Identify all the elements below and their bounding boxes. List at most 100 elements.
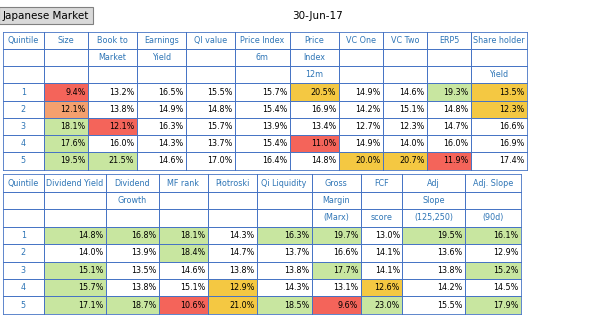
Bar [383, 118, 427, 135]
Bar [311, 192, 361, 209]
Bar [427, 49, 471, 66]
Bar [403, 244, 465, 262]
Bar [361, 296, 403, 314]
Bar [427, 101, 471, 118]
Bar [471, 49, 527, 66]
Text: 12.9%: 12.9% [229, 283, 254, 292]
Text: 20.7%: 20.7% [399, 157, 424, 165]
Bar [137, 101, 185, 118]
Bar [106, 174, 159, 192]
Text: score: score [371, 213, 392, 223]
Bar [88, 135, 137, 152]
Bar [465, 296, 521, 314]
Text: 4: 4 [21, 139, 26, 148]
Bar [257, 296, 311, 314]
Bar [3, 244, 44, 262]
Text: Quintile: Quintile [8, 178, 39, 188]
Bar [44, 152, 88, 170]
Text: 16.0%: 16.0% [443, 139, 469, 148]
Text: 14.6%: 14.6% [180, 266, 205, 275]
Bar [106, 296, 159, 314]
Text: 13.2%: 13.2% [109, 87, 134, 97]
Text: 3: 3 [21, 266, 26, 275]
Text: 19.7%: 19.7% [333, 231, 358, 240]
Text: 12.1%: 12.1% [60, 105, 85, 114]
Bar [208, 244, 257, 262]
Text: 11.9%: 11.9% [443, 157, 469, 165]
Bar [137, 32, 185, 49]
Bar [257, 209, 311, 227]
Bar [88, 66, 137, 83]
Bar [311, 209, 361, 227]
Bar [44, 174, 106, 192]
Bar [471, 118, 527, 135]
Text: 14.3%: 14.3% [229, 231, 254, 240]
Text: 1: 1 [21, 231, 26, 240]
Text: 13.8%: 13.8% [437, 266, 463, 275]
Bar [257, 227, 311, 244]
Text: 14.8%: 14.8% [443, 105, 469, 114]
Text: Price: Price [304, 36, 324, 45]
Text: 18.1%: 18.1% [180, 231, 205, 240]
Text: 13.1%: 13.1% [333, 283, 358, 292]
Bar [403, 262, 465, 279]
Bar [290, 118, 338, 135]
Text: 17.4%: 17.4% [499, 157, 525, 165]
Bar [185, 101, 235, 118]
Text: 13.0%: 13.0% [375, 231, 400, 240]
Bar [465, 262, 521, 279]
Text: 14.8%: 14.8% [207, 105, 232, 114]
Bar [3, 174, 44, 192]
Bar [88, 32, 137, 49]
Text: 14.7%: 14.7% [443, 122, 469, 131]
Bar [290, 101, 338, 118]
Bar [235, 49, 290, 66]
Text: 13.5%: 13.5% [131, 266, 157, 275]
Bar [208, 279, 257, 296]
Text: Japanese Market: Japanese Market [3, 11, 89, 21]
Text: 14.1%: 14.1% [375, 266, 400, 275]
Text: 14.7%: 14.7% [229, 248, 254, 257]
Bar [208, 296, 257, 314]
Bar [106, 227, 159, 244]
Text: 19.5%: 19.5% [437, 231, 463, 240]
Bar [44, 32, 88, 49]
Text: 30-Jun-17: 30-Jun-17 [293, 11, 343, 21]
Bar [427, 83, 471, 101]
Text: 13.9%: 13.9% [262, 122, 287, 131]
Bar [3, 279, 44, 296]
Text: 15.1%: 15.1% [399, 105, 424, 114]
Bar [465, 192, 521, 209]
Text: 12.6%: 12.6% [374, 283, 400, 292]
Text: 2: 2 [21, 248, 26, 257]
Text: 13.8%: 13.8% [284, 266, 309, 275]
Bar [159, 244, 208, 262]
Bar [338, 152, 383, 170]
Bar [403, 174, 465, 192]
Bar [3, 32, 44, 49]
Bar [290, 135, 338, 152]
Bar [257, 262, 311, 279]
Text: 14.6%: 14.6% [158, 157, 183, 165]
Bar [44, 49, 88, 66]
Text: (90d): (90d) [482, 213, 504, 223]
Text: 15.5%: 15.5% [437, 301, 463, 310]
Text: VC Two: VC Two [391, 36, 419, 45]
Text: MF rank: MF rank [167, 178, 199, 188]
Bar [44, 209, 106, 227]
Bar [44, 279, 106, 296]
Text: 14.8%: 14.8% [311, 157, 336, 165]
Text: 5: 5 [21, 157, 26, 165]
Text: 17.0%: 17.0% [207, 157, 232, 165]
Bar [137, 83, 185, 101]
Bar [159, 262, 208, 279]
Text: Adj. Slope: Adj. Slope [473, 178, 513, 188]
Text: 12m: 12m [305, 70, 323, 79]
Text: Adj: Adj [427, 178, 440, 188]
Bar [235, 101, 290, 118]
Text: 14.9%: 14.9% [158, 105, 183, 114]
Bar [465, 244, 521, 262]
Bar [471, 135, 527, 152]
Bar [403, 296, 465, 314]
Bar [338, 32, 383, 49]
